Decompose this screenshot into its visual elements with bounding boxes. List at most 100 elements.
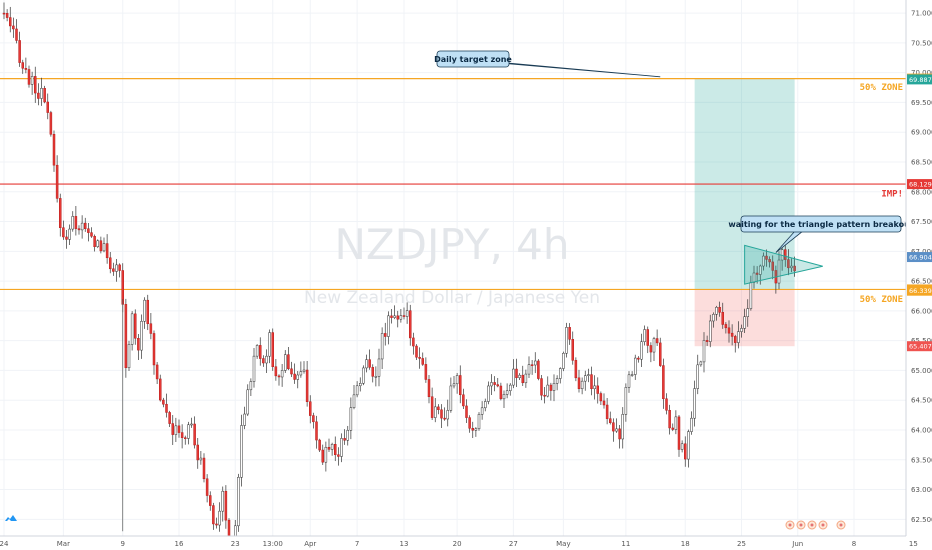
candle-body xyxy=(562,352,565,369)
candle-body xyxy=(640,341,643,360)
callout-annotations[interactable]: Daily target zone waiting for the triangl… xyxy=(434,50,914,253)
candle-body xyxy=(321,449,324,463)
candle-body xyxy=(534,360,537,366)
price-tick-label: 63.500 xyxy=(911,456,932,464)
triangle-callout[interactable]: waiting for the triangle pattern breakou… xyxy=(728,215,914,253)
candle-body xyxy=(480,407,484,415)
price-tick-label: 64.500 xyxy=(911,397,932,405)
candle-body xyxy=(324,446,328,463)
candle-body xyxy=(418,356,421,359)
candle-body xyxy=(559,368,562,379)
candle-body xyxy=(762,255,765,267)
candle-body xyxy=(30,76,34,85)
candle-body xyxy=(246,389,249,415)
candle-body xyxy=(134,313,137,339)
candle-body xyxy=(49,112,53,135)
triangle-pattern[interactable] xyxy=(744,244,823,285)
horizontal-levels[interactable] xyxy=(0,78,906,291)
time-tick-label: 13 xyxy=(400,540,409,548)
candle-body xyxy=(218,510,221,526)
price-tick-label: 64.000 xyxy=(911,426,932,434)
candle-body xyxy=(184,437,187,439)
candle-body xyxy=(705,340,709,342)
candle-body xyxy=(171,423,174,435)
candle-body xyxy=(768,259,771,263)
time-tick-label: 27 xyxy=(509,540,518,548)
candle-body xyxy=(571,339,574,361)
candle-body xyxy=(259,345,262,359)
triangle-shape[interactable] xyxy=(744,244,823,285)
price-tick-label: 67.000 xyxy=(911,248,932,256)
candle-body xyxy=(180,432,184,438)
candle-body xyxy=(793,265,796,272)
time-tick-label: 23 xyxy=(231,540,240,548)
candle-body xyxy=(584,375,587,382)
candle-body xyxy=(21,62,24,69)
long-position-tool[interactable] xyxy=(694,78,795,347)
candle-body xyxy=(615,428,618,432)
candle-body xyxy=(596,385,599,394)
candle-body xyxy=(9,17,12,27)
candle-body xyxy=(624,387,628,415)
candle-body xyxy=(99,240,103,252)
candle-body xyxy=(734,336,737,343)
tradingview-logo-icon[interactable] xyxy=(5,515,17,521)
time-tick-label: 11 xyxy=(621,540,630,548)
candle-body xyxy=(449,385,453,411)
candle-body xyxy=(384,333,387,337)
idea-markers-icon[interactable] xyxy=(785,520,846,530)
price-tag-text: 65.407 xyxy=(909,343,932,351)
candle-body xyxy=(162,399,165,405)
candle-body xyxy=(518,374,521,379)
candle-body xyxy=(440,409,443,419)
candle-body xyxy=(237,477,240,527)
candle-body xyxy=(87,228,90,233)
candle-body xyxy=(334,443,337,455)
candle-body xyxy=(109,257,112,270)
candle-body xyxy=(702,340,706,363)
candle-body xyxy=(677,416,681,450)
candle-body xyxy=(787,259,790,269)
candle-body xyxy=(671,427,674,430)
candle-body xyxy=(390,315,393,318)
candle-body xyxy=(430,396,434,418)
candle-body xyxy=(215,523,218,526)
candle-body xyxy=(765,255,768,260)
candle-body xyxy=(646,329,649,346)
candle-body xyxy=(465,405,468,418)
candle-body xyxy=(405,310,409,317)
candle-body xyxy=(43,88,46,103)
candle-body xyxy=(502,394,506,400)
candle-body xyxy=(740,328,743,332)
callout-text: waiting for the triangle pattern breakou… xyxy=(728,220,913,229)
candle-body xyxy=(187,424,190,439)
time-axis[interactable]: 24 Mar 9 16 23 13:00 Apr 7 13 20 27 May 11 18 25 Jun 8 15 xyxy=(0,535,932,550)
price-tick-label: 65.500 xyxy=(911,337,932,345)
daily-target-callout[interactable]: Daily target zone xyxy=(434,50,661,78)
candlestick-series xyxy=(2,2,796,550)
candle-body xyxy=(749,282,753,309)
candle-body xyxy=(152,333,156,366)
candle-body xyxy=(40,88,43,99)
candle-body xyxy=(365,359,368,369)
candle-body xyxy=(265,355,268,364)
candle-body xyxy=(512,368,515,386)
candle-body xyxy=(340,438,343,457)
candle-body xyxy=(446,410,449,420)
candle-body xyxy=(746,308,749,317)
price-tick-label: 67.500 xyxy=(911,218,932,226)
candle-body xyxy=(474,428,478,431)
candle-body xyxy=(349,407,353,431)
time-tick-label: 15 xyxy=(909,540,918,548)
candle-body xyxy=(2,12,6,15)
candle-body xyxy=(352,394,356,408)
candle-body xyxy=(343,438,346,441)
candle-body xyxy=(371,367,374,377)
candle-body xyxy=(730,332,734,337)
candle-body xyxy=(312,415,315,423)
price-tick-label: 66.000 xyxy=(911,307,932,315)
fifty-zone-upper-label: 50% ZONE xyxy=(860,83,903,93)
candle-body xyxy=(505,390,509,395)
price-axis[interactable]: 71.000 70.500 70.000 69.500 69.000 68.500 68.0… xyxy=(905,0,932,536)
